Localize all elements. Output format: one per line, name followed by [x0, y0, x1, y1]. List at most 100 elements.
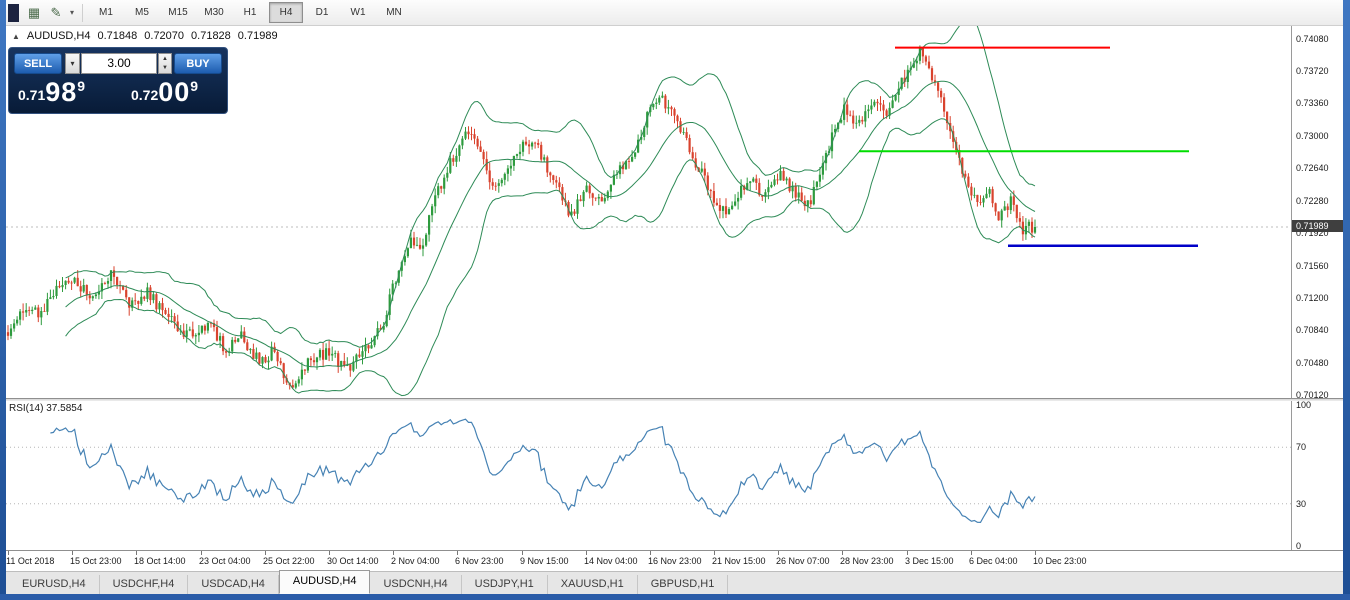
- volume-stepper[interactable]: ▲ ▼: [158, 53, 172, 74]
- current-price-badge: 0.71989: [1292, 220, 1343, 232]
- symbol-marker-icon: ▲: [12, 31, 20, 41]
- window-frame-bottom: [0, 594, 1350, 600]
- time-axis-tick: [778, 551, 779, 555]
- caption-symbol: AUDUSD,H4: [26, 30, 91, 42]
- chart-tab-xauusd[interactable]: XAUUSD,H1: [548, 575, 638, 594]
- timeframe-button-m1[interactable]: M1: [99, 7, 113, 18]
- chart-tab-gbpusd[interactable]: GBPUSD,H1: [638, 575, 729, 594]
- price-axis-label: 0.72280: [1296, 196, 1329, 206]
- chart-tab-usdcad[interactable]: USDCAD,H4: [188, 575, 279, 594]
- sell-price-big: 98: [45, 77, 78, 107]
- timeframe-button-m5[interactable]: M5: [135, 7, 149, 18]
- one-click-trade-panel: SELL ▾ 3.00 ▲ ▼ BUY 0.71 98 9 0.72 00 9: [8, 47, 228, 114]
- window-menu-icon[interactable]: [8, 3, 19, 22]
- volume-step-up-icon[interactable]: ▲: [162, 55, 168, 62]
- time-axis-label: 16 Nov 23:00: [648, 556, 702, 566]
- chart-tab-audusd[interactable]: AUDUSD,H4: [278, 570, 371, 594]
- pane-divider[interactable]: [6, 398, 1343, 401]
- time-axis-label: 11 Oct 2018: [6, 556, 55, 566]
- price-axis-label: 0.70120: [1296, 390, 1329, 400]
- timeframe-button-h1[interactable]: H1: [243, 7, 257, 18]
- price-axis-label: 0.72640: [1296, 163, 1329, 173]
- chart-style-icon[interactable]: ✎: [50, 4, 62, 20]
- time-axis-label: 30 Oct 14:00: [327, 556, 379, 566]
- time-axis-label: 23 Oct 04:00: [199, 556, 251, 566]
- dropdown-caret-icon[interactable]: ▾: [69, 8, 74, 17]
- timeframe-button-w1[interactable]: W1: [350, 7, 366, 18]
- sell-price-display: 0.71 98 9: [18, 77, 86, 107]
- time-axis-tick: [265, 551, 266, 555]
- time-axis-tick: [72, 551, 73, 555]
- price-axis-label: 0.71560: [1296, 261, 1329, 271]
- caption-open: 0.71848: [97, 30, 138, 42]
- sell-price-head: 0.71: [18, 87, 46, 103]
- price-axis[interactable]: 0.71989 0.74080 0.73720 0.73360 0.73000 0.72…: [1291, 26, 1343, 400]
- time-axis-tick: [971, 551, 972, 555]
- rsi-line: [50, 418, 1036, 524]
- price-axis-label: 0.70840: [1296, 325, 1329, 335]
- timeframe-button-h4[interactable]: H4: [269, 2, 303, 23]
- window-frame-right: [1343, 0, 1350, 600]
- time-axis-label: 6 Nov 23:00: [455, 556, 504, 566]
- time-axis-label: 15 Oct 23:00: [70, 556, 122, 566]
- price-axis-label: 0.74080: [1296, 34, 1329, 44]
- time-axis-tick: [842, 551, 843, 555]
- time-axis-tick: [136, 551, 137, 555]
- timeframe-button-m15[interactable]: M15: [168, 7, 188, 18]
- rsi-axis-label: 70: [1296, 442, 1307, 452]
- time-axis-tick: [650, 551, 651, 555]
- rsi-axis-label: 100: [1296, 400, 1312, 410]
- time-axis-label: 9 Nov 15:00: [520, 556, 569, 566]
- charts-grid-icon[interactable]: ▦: [27, 4, 41, 20]
- rsi-axis-label: 0: [1296, 541, 1302, 551]
- price-axis-label: 0.73720: [1296, 66, 1329, 76]
- time-axis-label: 26 Nov 07:00: [776, 556, 830, 566]
- caption-low: 0.71828: [191, 30, 231, 42]
- chart-tab-usdjpy[interactable]: USDJPY,H1: [462, 575, 548, 594]
- volume-input[interactable]: 3.00: [81, 53, 157, 74]
- chart-caption: ▲ AUDUSD,H4 0.71848 0.72070 0.71828 0.71…: [12, 30, 278, 42]
- caption-close: 0.71989: [237, 30, 278, 42]
- chart-tab-usdcnh[interactable]: USDCNH,H4: [370, 575, 462, 594]
- time-axis-tick: [1035, 551, 1036, 555]
- time-axis[interactable]: 11 Oct 2018 15 Oct 23:00 18 Oct 14:00 23 Oc…: [6, 550, 1343, 571]
- time-axis-label: 25 Oct 22:00: [263, 556, 315, 566]
- buy-price-head: 0.72: [131, 87, 159, 103]
- time-axis-tick: [201, 551, 202, 555]
- main-chart-pane[interactable]: ▲ AUDUSD,H4 0.71848 0.72070 0.71828 0.71…: [6, 26, 1291, 398]
- buy-price-display: 0.72 00 9: [131, 77, 199, 107]
- time-axis-label: 6 Dec 04:00: [969, 556, 1018, 566]
- buy-price-sup: 9: [190, 78, 199, 94]
- bollinger-upper-band: [65, 26, 1036, 348]
- time-axis-tick: [8, 551, 9, 555]
- time-axis-label: 14 Nov 04:00: [584, 556, 638, 566]
- sell-button[interactable]: SELL: [14, 53, 62, 74]
- price-axis-label: 0.71920: [1296, 228, 1329, 238]
- time-axis-tick: [714, 551, 715, 555]
- rsi-canvas[interactable]: [6, 401, 1291, 550]
- buy-price-big: 00: [158, 77, 191, 107]
- rsi-indicator-pane[interactable]: RSI(14) 37.5854: [6, 401, 1291, 550]
- chart-workspace: ▲ AUDUSD,H4 0.71848 0.72070 0.71828 0.71…: [6, 26, 1343, 594]
- time-axis-tick: [522, 551, 523, 555]
- chart-tab-eurusd[interactable]: EURUSD,H4: [9, 575, 100, 594]
- time-axis-label: 3 Dec 15:00: [905, 556, 954, 566]
- caption-high: 0.72070: [144, 30, 185, 42]
- volume-step-down-icon[interactable]: ▼: [162, 65, 168, 72]
- main-chart-canvas[interactable]: [6, 26, 1291, 398]
- buy-button[interactable]: BUY: [174, 53, 222, 74]
- time-axis-label: 18 Oct 14:00: [134, 556, 186, 566]
- time-axis-label: 10 Dec 23:00: [1033, 556, 1087, 566]
- timeframe-button-d1[interactable]: D1: [315, 7, 329, 18]
- time-axis-label: 21 Nov 15:00: [712, 556, 766, 566]
- timeframe-button-mn[interactable]: MN: [386, 7, 402, 18]
- timeframe-button-m30[interactable]: M30: [204, 7, 224, 18]
- volume-dropdown-caret-icon[interactable]: ▾: [65, 53, 80, 74]
- time-axis-tick: [329, 551, 330, 555]
- price-axis-label: 0.71200: [1296, 293, 1329, 303]
- sell-price-sup: 9: [77, 78, 86, 94]
- price-axis-label: 0.73360: [1296, 98, 1329, 108]
- chart-tab-usdchf[interactable]: USDCHF,H4: [100, 575, 189, 594]
- chart-tab-bar: EURUSD,H4 USDCHF,H4 USDCAD,H4 AUDUSD,H4 USDC…: [6, 570, 1343, 594]
- rsi-axis[interactable]: 100 70 30 0: [1291, 400, 1343, 551]
